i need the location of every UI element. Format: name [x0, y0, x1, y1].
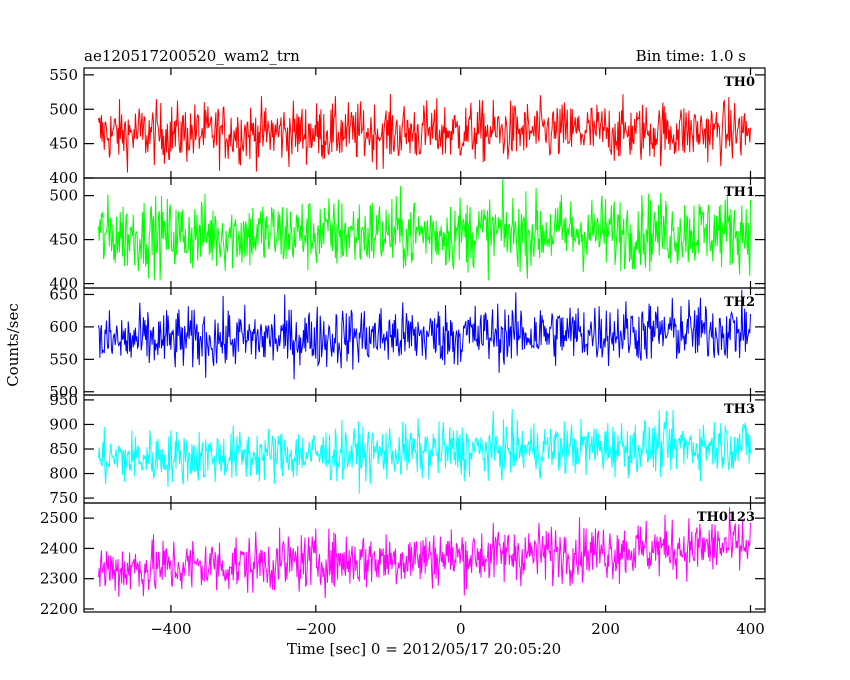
y-tick-label: 400	[49, 275, 78, 293]
panel-label-th2: TH2	[724, 295, 755, 310]
y-tick-label: 450	[49, 231, 78, 249]
y-tick-label: 2300	[40, 570, 78, 588]
y-tick-label: 500	[49, 187, 78, 205]
y-axis-title: Counts/sec	[4, 303, 22, 387]
x-tick-label: −200	[295, 620, 336, 638]
series-line-th1	[98, 179, 751, 281]
bin-time-label: Bin time: 1.0 s	[636, 47, 746, 65]
panel-label-th3: TH3	[724, 402, 755, 417]
chart-title: ae120517200520_wam2_trn	[84, 47, 300, 65]
y-tick-label: 800	[49, 465, 78, 483]
y-tick-label: 550	[49, 350, 78, 368]
x-tick-label: 400	[736, 620, 765, 638]
y-tick-label: 2200	[40, 600, 78, 618]
y-tick-label: 2500	[40, 509, 78, 527]
series-line-th0	[98, 93, 751, 173]
y-tick-label: 900	[49, 415, 78, 433]
x-tick-label: −400	[150, 620, 191, 638]
y-tick-label: 850	[49, 440, 78, 458]
y-tick-label: 600	[49, 318, 78, 336]
x-tick-label: 0	[456, 620, 466, 638]
panel-label-th0: TH0	[724, 75, 755, 90]
x-tick-label: 200	[591, 620, 620, 638]
y-tick-label: 2400	[40, 539, 78, 557]
series-line-th3	[98, 409, 751, 494]
y-tick-label: 500	[49, 383, 78, 401]
panel-label-th1: TH1	[724, 185, 755, 200]
y-tick-label: 500	[49, 100, 78, 118]
y-tick-label: 750	[49, 489, 78, 507]
panel-label-th0123: TH0123	[697, 510, 755, 525]
series-line-th2	[98, 289, 751, 380]
y-tick-label: 400	[49, 169, 78, 187]
series-line-th0123	[98, 507, 751, 598]
y-tick-label: 650	[49, 285, 78, 303]
x-axis-title: Time [sec] 0 = 2012/05/17 20:05:20	[287, 640, 561, 658]
y-tick-label: 550	[49, 66, 78, 84]
plot-panels: 400 450 500 550 TH0 400 450 500 TH1 500 550 600 650 T…	[40, 66, 766, 638]
y-tick-label: 950	[49, 391, 78, 409]
panel-frame-th0123	[83, 502, 766, 613]
y-tick-label: 450	[49, 135, 78, 153]
